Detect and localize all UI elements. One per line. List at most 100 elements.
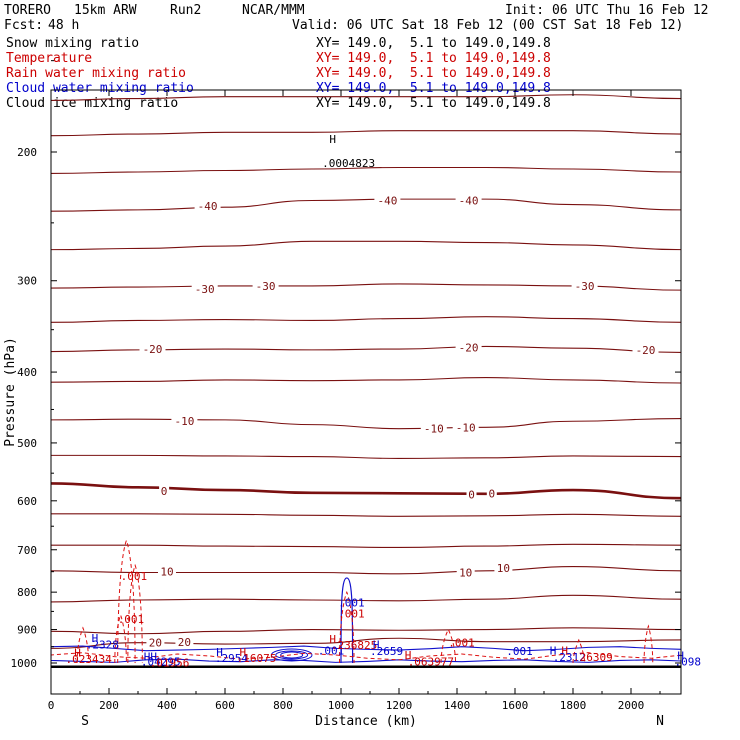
rain-water-contour (76, 626, 90, 664)
y-tick-label: 1000 (11, 657, 38, 670)
x-end-south: S (81, 714, 89, 729)
temperature-label-bg (171, 415, 198, 428)
extremum-label: .001 (338, 608, 365, 621)
temperature-label: 10 (497, 562, 510, 575)
extremum-label: .26309 (573, 651, 613, 664)
legend-temperature-xy: XY= 149.0, 5.1 to 149.0,149.8 (316, 51, 551, 66)
extremum-label: H (561, 645, 568, 658)
extremum-label: .098 (675, 655, 702, 668)
temperature-contour-line (51, 34, 681, 39)
cloud-water-contour (270, 648, 313, 662)
extremum-label: .001 (318, 644, 345, 657)
extremum-label: H (373, 638, 380, 651)
axes: 0 200 400 600 800 1000 1200 1400 1600 1800 2000200… (11, 60, 681, 712)
temperature-label-bg (456, 566, 475, 579)
temperature-contour-line (51, 627, 681, 635)
temperature-label: -30 (256, 280, 276, 293)
extremum-label: H (329, 633, 336, 646)
header-init: Init: 06 UTC Thu 16 Feb 12 (505, 3, 709, 18)
temperature-contour-line (51, 130, 681, 137)
temperature-contour-line (51, 565, 681, 575)
temperature-label-bg (455, 341, 482, 354)
legend-rain-label: Rain water mixing ratio (6, 66, 187, 81)
rain-water-contour (440, 628, 457, 664)
temperature-contour-line (51, 454, 681, 459)
x-tick-label: 1800 (560, 699, 587, 712)
temperature-label-bg (252, 279, 279, 292)
extrema-labels: H.0000569.0001087.0000704H.0004823.001.0… (66, 133, 702, 669)
temperature-label-bg (486, 487, 497, 500)
extremum-label: H (92, 632, 99, 645)
temperature-contour-line (51, 594, 681, 603)
y-tick-label: 600 (17, 495, 37, 508)
cloud-water-contour (275, 650, 309, 660)
temperature-label-bg (139, 343, 166, 356)
x-tick-label: 600 (215, 699, 235, 712)
legend-snow-label: Snow mixing ratio (6, 36, 140, 51)
temperature-label: -30 (195, 283, 215, 296)
extremum-label: .063977 (408, 655, 454, 668)
x-tick-label: 400 (157, 699, 177, 712)
temperature-contour-line (51, 482, 681, 500)
temperature-contour-line (51, 513, 681, 517)
temperature-label-bg (494, 561, 513, 574)
y-tick-label: 500 (17, 437, 37, 450)
extremum-label: H (405, 649, 412, 662)
temperature-label-bg (452, 421, 479, 434)
x-tick-label: 800 (273, 699, 293, 712)
temperature-contours (51, 5, 681, 669)
extremum-label: H (216, 646, 223, 659)
temperature-label: -40 (377, 194, 397, 207)
legend-cloud-water-label: Cloud water mixing ratio (6, 81, 194, 96)
header-valid: Valid: 06 UTC Sat 18 Feb 12 (00 CST Sat … (292, 18, 684, 33)
y-axis-label: Pressure (hPa) (3, 337, 18, 447)
y-tick-label: 900 (17, 624, 37, 637)
extremum-label: .001 (338, 597, 365, 610)
y-tick-label: 200 (17, 146, 37, 159)
temperature-label-bg (455, 194, 482, 207)
temperature-label: -40 (459, 194, 479, 207)
temperature-label-bg (466, 488, 477, 501)
rain-water-contour (339, 590, 355, 664)
extremum-label: .023434 (66, 653, 113, 666)
x-end-north: N (656, 714, 664, 729)
legend-snow-xy: XY= 149.0, 5.1 to 149.0,149.8 (316, 36, 551, 51)
temperature-label: 10 (160, 566, 173, 579)
extremum-label: H (74, 647, 81, 660)
temperature-label: -10 (174, 415, 194, 428)
header-org: NCAR/MMM (242, 3, 305, 18)
temperature-label-bg (191, 283, 218, 296)
plot-frame (50, 89, 682, 695)
extremum-label: .04295 (141, 656, 181, 669)
x-tick-label: 200 (99, 699, 119, 712)
legend-cloud-water-xy: XY= 149.0, 5.1 to 149.0,149.8 (316, 81, 551, 96)
header-model: TORERO (4, 3, 51, 18)
temperature-label-bg (175, 636, 194, 649)
extremum-label: .01956 (150, 656, 190, 669)
temperature-label-bg (374, 194, 401, 207)
header-fcst-value: 48 h (48, 18, 80, 33)
extremum-label: H (550, 645, 557, 658)
temperature-label: 0 (488, 487, 495, 500)
extremum-label: H (240, 646, 247, 659)
temperature-label-bg (571, 279, 598, 292)
cloud-water-contour (280, 651, 304, 659)
x-tick-label: 2000 (618, 699, 645, 712)
rain-water-contour (51, 652, 681, 663)
temperature-contour-line (51, 65, 681, 69)
temperature-label: 0 (468, 488, 475, 501)
extremum-label: .16075 (237, 652, 277, 665)
temperature-contour-line (51, 166, 681, 175)
extremum-label: .001 (121, 570, 148, 583)
temperature-contour-line (51, 5, 681, 10)
temperature-label: -30 (575, 280, 595, 293)
temperature-contour-line (51, 283, 681, 291)
temperature-label-bg (158, 565, 176, 578)
x-tick-label: 1200 (386, 699, 413, 712)
extremum-label: .2659 (370, 645, 403, 658)
y-tick-label: 400 (17, 366, 37, 379)
header-resolution: 15km ARW (74, 3, 137, 18)
extremum-label: HH (144, 651, 157, 664)
temperature-contour-line (51, 198, 681, 212)
extremum-label: .001 (448, 637, 475, 650)
